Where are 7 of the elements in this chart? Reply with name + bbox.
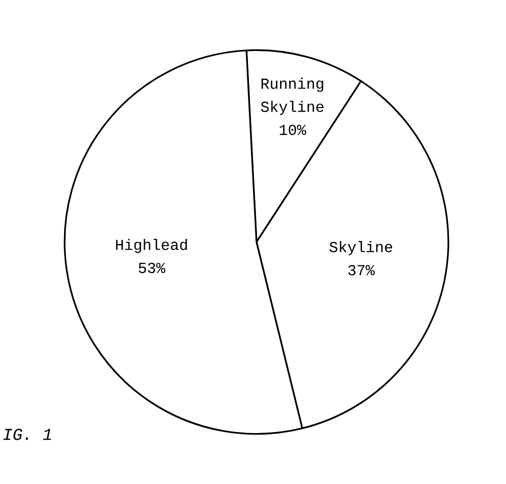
slice-label: Skyline xyxy=(330,241,392,256)
data-label: 53% xyxy=(138,262,166,274)
data-label: 37% xyxy=(348,264,375,276)
slice-label: Highlead xyxy=(116,238,187,254)
slice-label: Running Skyline xyxy=(260,78,324,116)
text: IG. 1 xyxy=(3,428,52,440)
data-label: 10% xyxy=(280,124,306,136)
